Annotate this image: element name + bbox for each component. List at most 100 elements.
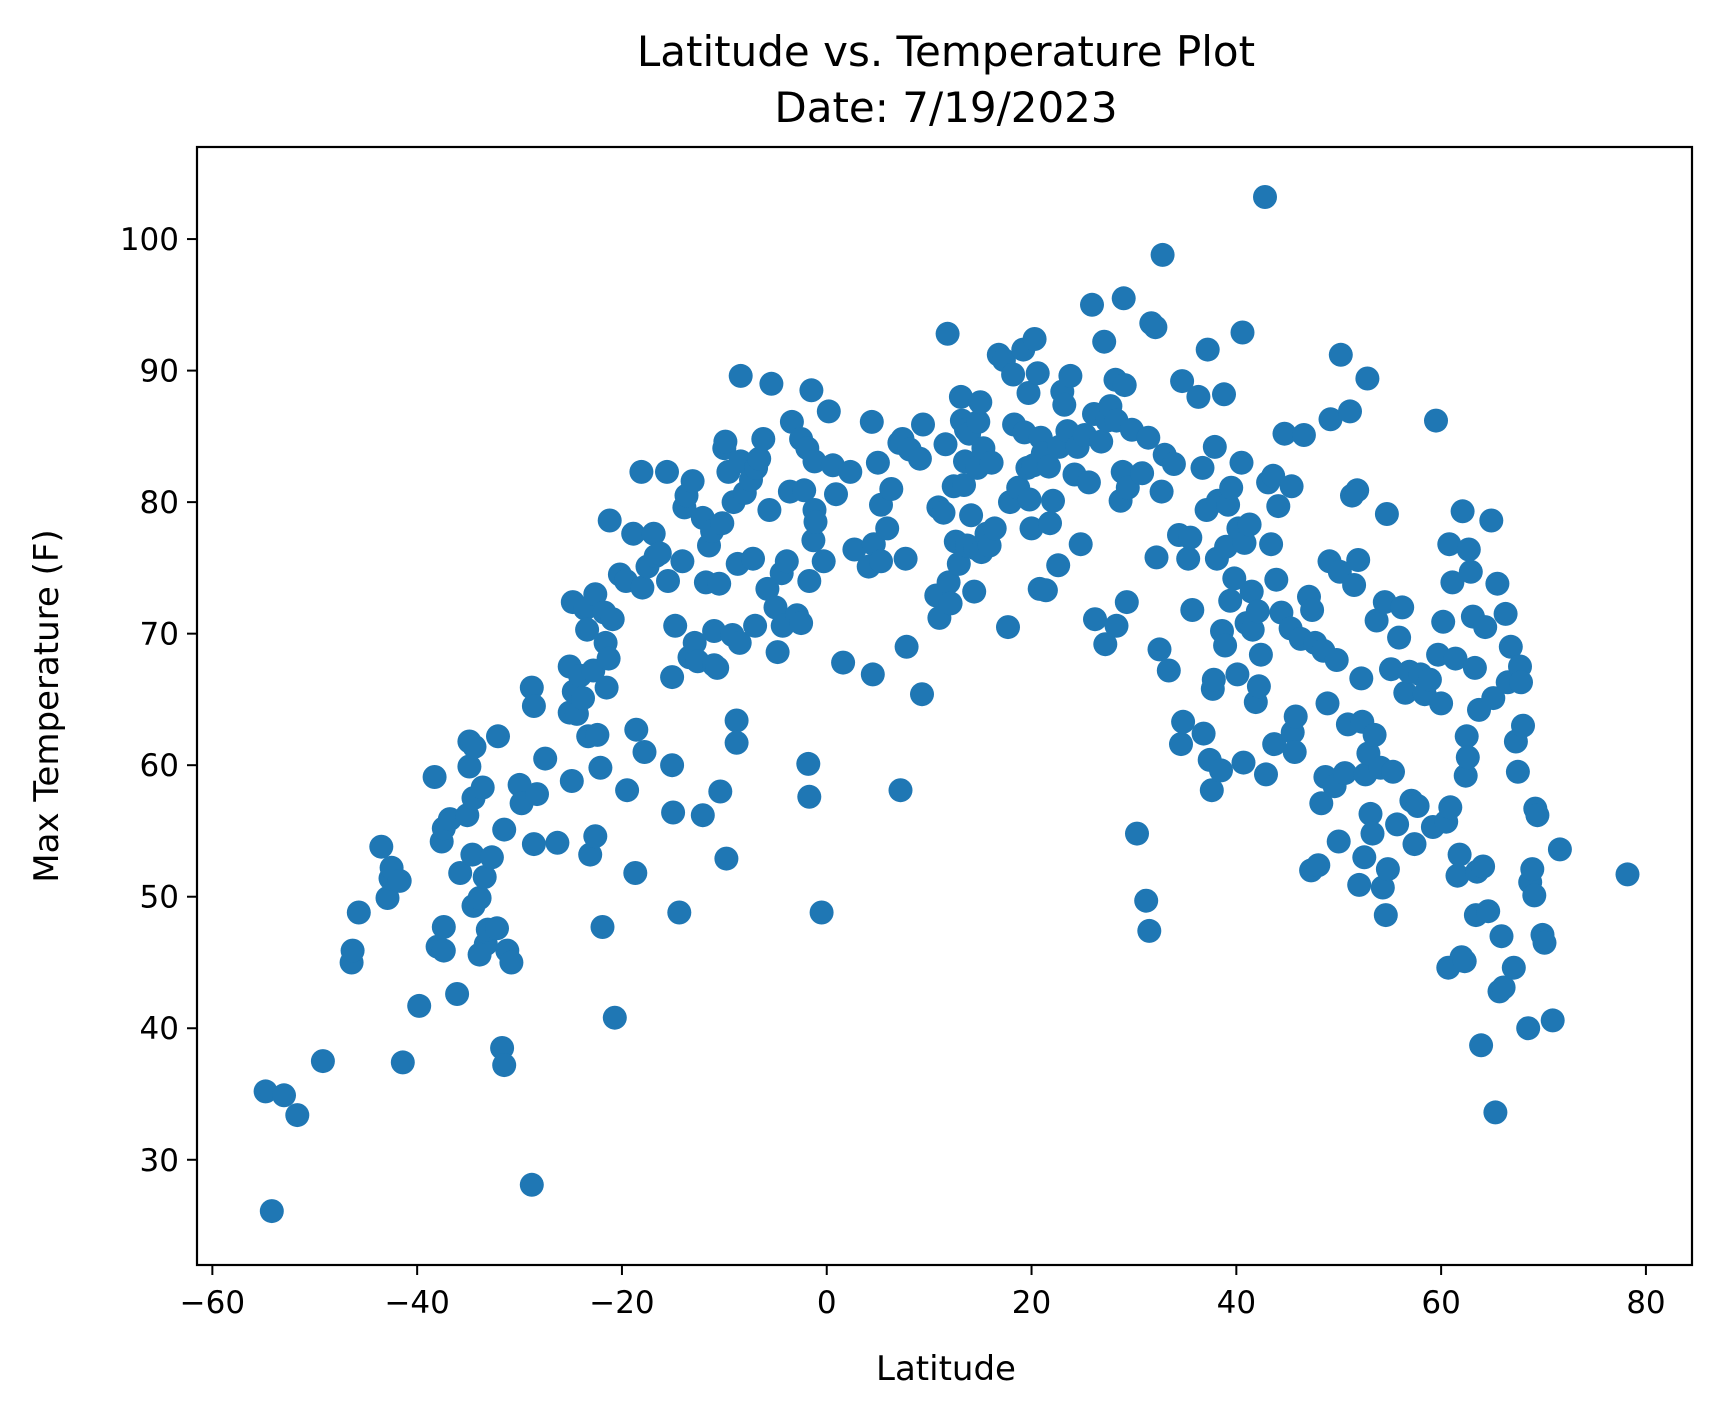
data-point [1440, 570, 1465, 595]
data-point [789, 611, 814, 636]
data-point [1469, 1033, 1494, 1058]
data-point [802, 449, 827, 474]
data-point [1058, 363, 1083, 388]
data-point [1259, 532, 1284, 557]
data-point [590, 915, 615, 939]
data-point [893, 546, 918, 571]
data-point [1272, 421, 1297, 446]
points-layer [253, 185, 1640, 1224]
data-point [743, 613, 768, 638]
data-point [1112, 373, 1137, 398]
data-point [1130, 461, 1155, 486]
data-point [1134, 888, 1159, 913]
data-point [860, 662, 885, 687]
data-point [1347, 872, 1372, 897]
data-point [1429, 691, 1454, 716]
data-point [1150, 242, 1175, 267]
data-point [521, 832, 546, 857]
data-point [1201, 667, 1226, 692]
data-point [623, 861, 648, 885]
data-point [1093, 632, 1118, 657]
x-tick-label: 0 [817, 1285, 837, 1321]
data-point [346, 900, 371, 925]
data-point [1212, 382, 1236, 407]
data-point [1229, 450, 1254, 475]
data-point [375, 886, 400, 910]
data-point [1022, 327, 1047, 351]
data-point [894, 634, 919, 659]
data-point [1019, 516, 1044, 541]
data-point [1328, 342, 1353, 367]
data-point [1345, 478, 1370, 503]
data-point [470, 775, 495, 800]
data-point [1481, 686, 1506, 711]
data-point [1498, 634, 1523, 659]
data-point [801, 528, 826, 553]
data-point [1016, 381, 1041, 405]
data-point [708, 779, 733, 804]
data-point [596, 646, 621, 671]
data-point [1262, 732, 1287, 757]
data-point [959, 503, 984, 528]
data-point [1532, 930, 1557, 955]
data-point [1462, 655, 1487, 680]
data-point [1456, 537, 1481, 562]
data-point [1180, 598, 1205, 622]
data-point [1245, 599, 1270, 624]
data-point [690, 803, 715, 828]
data-point [1068, 532, 1093, 557]
data-point [1306, 853, 1331, 878]
data-point [1437, 532, 1462, 557]
data-point [1261, 463, 1286, 488]
data-point [1025, 361, 1050, 386]
data-point [1149, 479, 1174, 504]
data-point [1232, 530, 1257, 555]
data-point [1136, 425, 1161, 450]
data-point [1326, 829, 1351, 854]
data-point [462, 734, 487, 759]
data-point [1191, 721, 1216, 746]
y-tick-label: 30 [140, 1143, 179, 1179]
data-point [727, 630, 752, 655]
data-point [962, 579, 987, 604]
data-point [952, 473, 976, 497]
data-point [1169, 732, 1193, 757]
data-point [1219, 475, 1244, 500]
data-point [741, 546, 765, 571]
data-point [660, 753, 685, 778]
data-point [1291, 423, 1316, 447]
data-point [1125, 821, 1149, 846]
data-point [1176, 546, 1201, 571]
data-point [1390, 595, 1415, 620]
data-point [1489, 924, 1514, 949]
data-point [661, 800, 686, 825]
data-point [1615, 862, 1640, 887]
data-point [796, 751, 821, 776]
data-point [1017, 487, 1042, 512]
data-point [1052, 392, 1077, 417]
data-point [545, 830, 570, 855]
data-point [578, 842, 603, 867]
data-point [1473, 615, 1498, 640]
data-point [492, 1053, 517, 1078]
data-point [1454, 724, 1479, 749]
data-point [1505, 759, 1530, 784]
data-point [656, 569, 680, 593]
data-point [1381, 759, 1405, 784]
data-point [585, 722, 610, 747]
data-point [1315, 691, 1340, 716]
data-point [1362, 722, 1387, 747]
data-point [1360, 821, 1385, 846]
data-point [600, 607, 625, 632]
data-point [1364, 608, 1389, 633]
data-point [931, 500, 956, 525]
data-point [1338, 399, 1362, 424]
y-tick-label: 90 [140, 354, 179, 390]
data-point [1342, 573, 1367, 597]
data-point [1438, 795, 1463, 820]
data-point [492, 817, 517, 842]
data-point [1161, 452, 1186, 476]
data-point [1491, 975, 1516, 1000]
y-axis: 30 40 50 60 70 80 90 100 [120, 222, 197, 1179]
